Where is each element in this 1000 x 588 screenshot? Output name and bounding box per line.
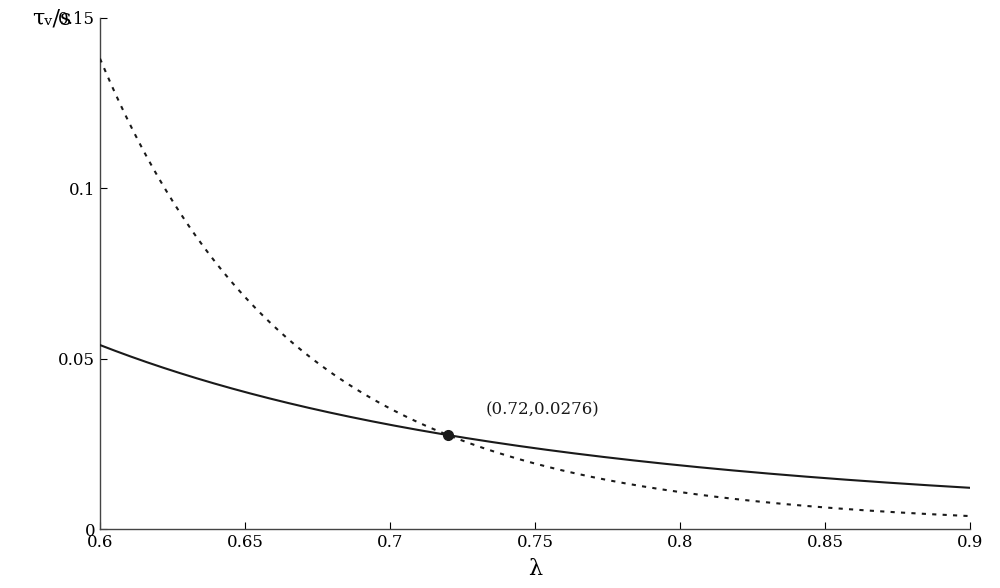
X-axis label: λ: λ [528,558,542,580]
Text: (0.72,0.0276): (0.72,0.0276) [486,402,599,419]
Y-axis label: τᵥ/s: τᵥ/s [32,8,72,29]
